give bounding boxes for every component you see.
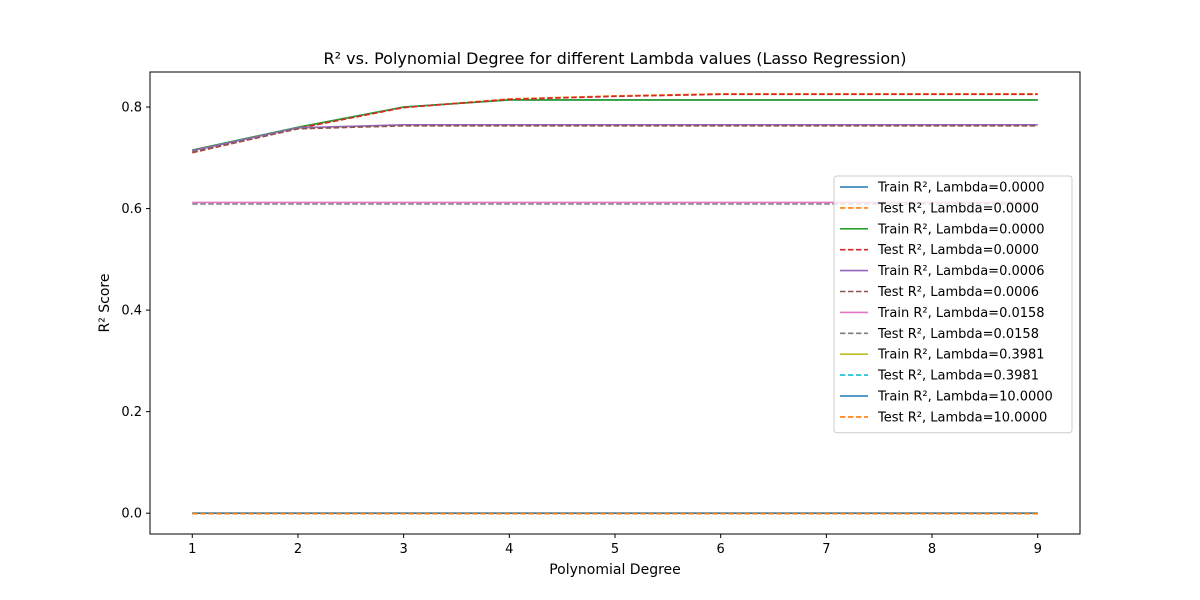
legend-entry: Train R², Lambda=10.0000 — [877, 390, 1053, 405]
x-tick-label: 9 — [1034, 542, 1042, 557]
legend-entry: Train R², Lambda=0.0000 — [877, 181, 1045, 196]
series-line-4 — [192, 93, 1038, 154]
x-tick-label: 2 — [294, 542, 302, 557]
y-tick-label: 0.4 — [121, 304, 142, 319]
chart-title: R² vs. Polynomial Degree for different L… — [323, 49, 906, 68]
legend-entry: Test R², Lambda=10.0000 — [877, 410, 1047, 425]
legend: Train R², Lambda=0.0000 Test R², Lambda=0… — [833, 175, 1073, 434]
y-axis-label: R² Score — [97, 273, 113, 332]
legend-entry: Test R², Lambda=0.3981 — [877, 369, 1039, 384]
x-tick-label: 1 — [188, 542, 196, 557]
legend-entry: Train R², Lambda=0.0006 — [877, 264, 1045, 279]
series-line-5 — [192, 124, 1038, 152]
legend-entry: Train R², Lambda=0.0158 — [877, 306, 1045, 321]
y-tick-label: 0.8 — [121, 101, 142, 116]
x-tick-label: 6 — [717, 542, 725, 557]
series-line-3 — [192, 99, 1038, 151]
legend-entry: Test R², Lambda=0.0006 — [877, 285, 1039, 300]
legend-entry: Train R², Lambda=0.3981 — [877, 348, 1045, 363]
x-tick-label: 8 — [928, 542, 936, 557]
x-tick-label: 7 — [822, 542, 830, 557]
x-tick-label: 5 — [611, 542, 619, 557]
y-tick-label: 0.6 — [121, 202, 142, 217]
x-tick-label: 4 — [505, 542, 513, 557]
plot-lines — [192, 93, 1038, 515]
legend-entry: Train R², Lambda=0.0000 — [877, 222, 1045, 237]
legend-entry: Test R², Lambda=0.0000 — [877, 201, 1039, 216]
legend-entry: Test R², Lambda=0.0000 — [877, 243, 1039, 258]
y-axis: 0.0 0.2 0.4 0.6 0.8 — [121, 101, 150, 522]
x-axis: 1 2 3 4 5 6 7 8 9 — [188, 534, 1042, 557]
legend-frame — [833, 175, 1073, 434]
y-tick-label: 0.0 — [121, 507, 142, 522]
y-tick-label: 0.2 — [121, 405, 142, 420]
x-axis-label: Polynomial Degree — [549, 562, 681, 578]
x-tick-label: 3 — [399, 542, 407, 557]
series-line-6 — [192, 125, 1038, 154]
legend-entry: Test R², Lambda=0.0158 — [877, 327, 1039, 342]
